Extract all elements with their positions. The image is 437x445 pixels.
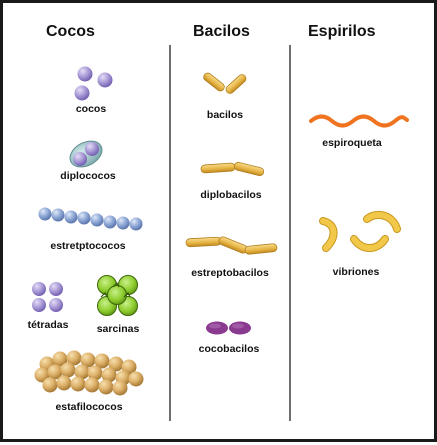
label-cocobacilos: cocobacilos	[198, 343, 260, 355]
label-tetradas: tétradas	[27, 319, 69, 331]
header-bacilos: Bacilos	[193, 23, 250, 40]
diplobacilos-illustration	[200, 161, 265, 177]
label-sarcinas: sarcinas	[96, 323, 140, 335]
sarcinas-illustration	[97, 275, 138, 316]
bacteria-illustrations	[32, 45, 409, 421]
label-vibriones: vibriones	[332, 266, 380, 278]
vibriones-illustration	[319, 210, 401, 252]
label-bacilos: bacilos	[206, 109, 244, 121]
label-cocos: cocos	[75, 103, 107, 115]
cocos-illustration	[74, 66, 113, 101]
cocobacilos-illustration	[206, 321, 251, 335]
label-diplobacilos: diplobacilos	[200, 189, 262, 201]
label-estreptococos: estretptococos	[50, 240, 126, 252]
espiroqueta-illustration	[309, 114, 409, 128]
estafilococos-illustration	[34, 350, 144, 396]
label-espiroqueta: espiroqueta	[322, 137, 382, 149]
estreptobacilos-illustration	[185, 236, 278, 255]
bacilos-illustration	[203, 72, 247, 94]
label-diplococos: diplococos	[60, 170, 116, 182]
diplococos-illustration	[69, 140, 103, 168]
label-estreptobacilos: estreptobacilos	[191, 267, 269, 279]
estreptococos-illustration	[38, 207, 143, 231]
header-espirilos: Espirilos	[308, 23, 376, 40]
header-cocos: Cocos	[46, 23, 95, 40]
tetradas-illustration	[32, 282, 63, 312]
label-estafilococos: estafilococos	[55, 401, 123, 413]
